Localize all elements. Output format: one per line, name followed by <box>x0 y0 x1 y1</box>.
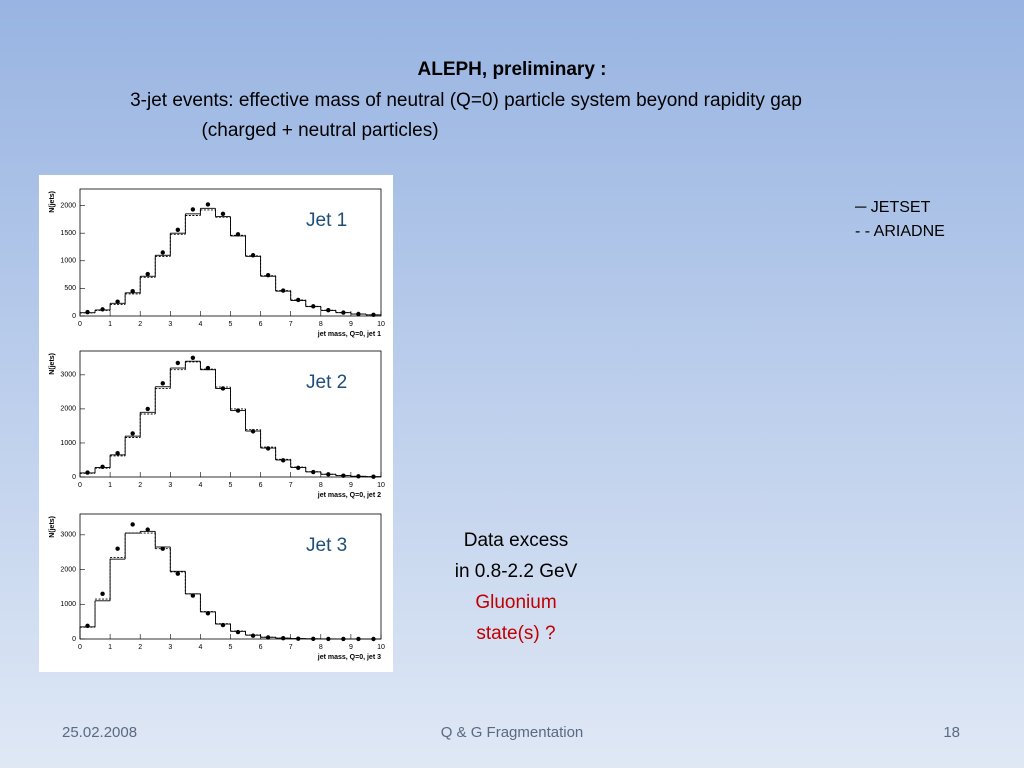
x-tick-label: 1 <box>108 321 112 328</box>
y-axis-label: N(jets) <box>49 353 56 375</box>
y-tick-label: 0 <box>72 313 76 320</box>
footer-date: 25.02.2008 <box>62 724 137 741</box>
y-tick-label: 1000 <box>60 601 76 608</box>
x-tick-label: 4 <box>198 321 202 328</box>
x-tick-label: 5 <box>229 482 233 489</box>
x-axis-label: jet mass, Q=0, jet 2 <box>317 492 381 499</box>
x-tick-label: 3 <box>168 482 172 489</box>
x-tick-label: 5 <box>229 644 233 651</box>
y-tick-label: 3000 <box>60 532 76 539</box>
data-point <box>175 571 181 576</box>
jet-label: Jet 1 <box>306 210 347 231</box>
x-tick-label: 3 <box>168 644 172 651</box>
y-tick-label: 0 <box>72 474 76 481</box>
x-tick-label: 9 <box>349 644 353 651</box>
x-tick-label: 8 <box>319 321 323 328</box>
data-point <box>115 546 120 551</box>
x-tick-label: 7 <box>289 644 293 651</box>
legend-entry: - - ARIADNE <box>855 223 945 240</box>
data-point <box>145 527 150 532</box>
x-tick-label: 10 <box>377 644 385 651</box>
data-point <box>130 431 135 436</box>
y-axis-label: N(jets) <box>49 191 56 213</box>
x-tick-label: 6 <box>259 644 263 651</box>
data-point <box>160 250 165 255</box>
data-point <box>130 288 135 294</box>
data-point <box>175 360 181 366</box>
jet-label: Jet 3 <box>306 535 347 556</box>
data-point <box>190 207 196 212</box>
x-tick-label: 3 <box>168 321 172 328</box>
data-point <box>190 593 196 598</box>
x-tick-label: 0 <box>78 482 82 489</box>
data-point <box>190 355 196 361</box>
x-tick-label: 7 <box>289 482 293 489</box>
data-point <box>100 591 105 597</box>
x-axis-label: jet mass, Q=0, jet 1 <box>317 331 381 338</box>
y-tick-label: 1500 <box>60 230 76 237</box>
x-axis-label: jet mass, Q=0, jet 3 <box>317 654 381 661</box>
jet-label: Jet 2 <box>306 372 347 393</box>
x-tick-label: 9 <box>349 321 353 328</box>
data-point <box>130 522 135 527</box>
x-tick-label: 8 <box>319 644 323 651</box>
data-point <box>115 450 120 456</box>
data-point <box>160 381 165 386</box>
data-point <box>205 202 211 207</box>
y-tick-label: 0 <box>72 636 76 643</box>
x-tick-label: 2 <box>138 321 142 328</box>
title: ALEPH, preliminary : <box>418 59 607 80</box>
data-point <box>145 406 150 412</box>
x-tick-label: 7 <box>289 321 293 328</box>
x-tick-label: 10 <box>377 321 385 328</box>
x-tick-label: 2 <box>138 482 142 489</box>
annotation: Gluonium <box>475 592 556 613</box>
x-tick-label: 4 <box>198 482 202 489</box>
footer-title: Q & G Fragmentation <box>441 724 584 741</box>
y-tick-label: 1000 <box>60 258 76 265</box>
note: (charged + neutral particles) <box>201 120 438 141</box>
data-point <box>220 211 226 217</box>
data-point <box>175 227 181 233</box>
data-point <box>145 271 150 277</box>
y-tick-label: 500 <box>64 285 76 292</box>
x-tick-label: 5 <box>229 321 233 328</box>
page-number: 18 <box>943 724 960 741</box>
subtitle: 3-jet events: effective mass of neutral … <box>130 90 802 111</box>
x-tick-label: 6 <box>259 482 263 489</box>
x-tick-label: 8 <box>319 482 323 489</box>
x-tick-label: 1 <box>108 644 112 651</box>
x-tick-label: 0 <box>78 321 82 328</box>
figure-panel <box>39 175 393 672</box>
annotation: in 0.8-2.2 GeV <box>455 561 578 582</box>
x-tick-label: 1 <box>108 482 112 489</box>
data-point <box>85 309 90 315</box>
data-point <box>115 299 120 304</box>
y-tick-label: 2000 <box>60 566 76 573</box>
annotation: Data excess <box>464 530 569 551</box>
y-tick-label: 3000 <box>60 372 76 379</box>
legend-entry: ─ JETSET <box>854 199 931 216</box>
annotation: state(s) ? <box>476 623 555 644</box>
y-axis-label: N(jets) <box>49 516 56 538</box>
x-tick-label: 6 <box>259 321 263 328</box>
y-tick-label: 2000 <box>60 406 76 413</box>
data-point <box>250 633 256 638</box>
x-tick-label: 10 <box>377 482 385 489</box>
x-tick-label: 9 <box>349 482 353 489</box>
x-tick-label: 2 <box>138 644 142 651</box>
x-tick-label: 4 <box>198 644 202 651</box>
y-tick-label: 1000 <box>60 440 76 447</box>
y-tick-label: 2000 <box>60 202 76 209</box>
data-point <box>235 629 241 635</box>
x-tick-label: 0 <box>78 644 82 651</box>
